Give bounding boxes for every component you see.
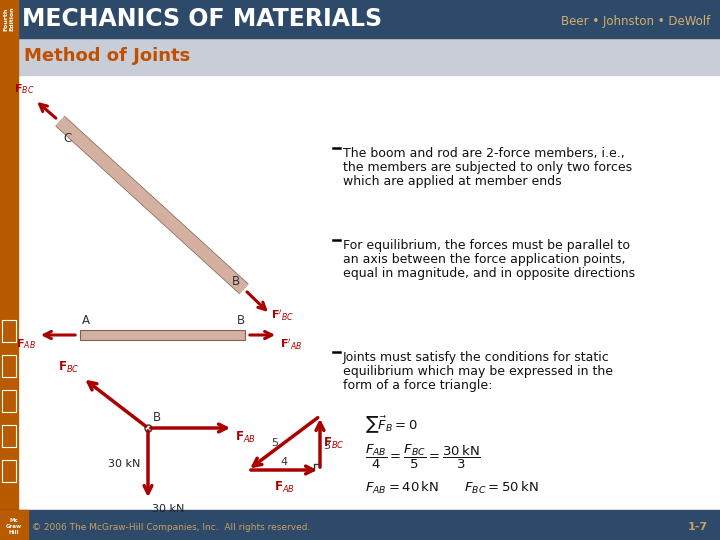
Text: B: B bbox=[237, 314, 245, 327]
Text: $\mathbf{F'}_{AB}$: $\mathbf{F'}_{AB}$ bbox=[280, 337, 302, 352]
Text: $\dfrac{F_{AB}}{4} = \dfrac{F_{BC}}{5} = \dfrac{30\,\mathrm{kN}}{3}$: $\dfrac{F_{AB}}{4} = \dfrac{F_{BC}}{5} =… bbox=[365, 443, 481, 471]
Bar bbox=[0, 38, 18, 75]
Text: form of a force triangle:: form of a force triangle: bbox=[343, 379, 492, 392]
Bar bbox=[2, 320, 16, 342]
Text: Mc: Mc bbox=[9, 518, 19, 523]
Bar bbox=[0, 38, 720, 75]
Text: 4: 4 bbox=[280, 457, 287, 467]
Text: 3: 3 bbox=[323, 441, 330, 451]
Text: $\mathbf{F}_{AB}$: $\mathbf{F}_{AB}$ bbox=[16, 337, 36, 351]
Text: Joints must satisfy the conditions for static: Joints must satisfy the conditions for s… bbox=[343, 351, 610, 364]
Text: $\mathbf{F}_{AB}$: $\mathbf{F}_{AB}$ bbox=[274, 480, 294, 495]
Bar bbox=[0, 0, 18, 38]
Text: $\mathbf{F'}_{BC}$: $\mathbf{F'}_{BC}$ bbox=[271, 308, 294, 323]
Text: $\mathbf{F}_{BC}$: $\mathbf{F}_{BC}$ bbox=[14, 82, 34, 96]
Text: the members are subjected to only two forces: the members are subjected to only two fo… bbox=[343, 161, 632, 174]
Bar bbox=[0, 75, 18, 510]
Text: C: C bbox=[63, 132, 71, 145]
Bar bbox=[0, 510, 28, 540]
Text: B: B bbox=[232, 275, 240, 288]
Text: 30 kN: 30 kN bbox=[152, 504, 184, 514]
Text: Beer • Johnston • DeWolf: Beer • Johnston • DeWolf bbox=[561, 15, 710, 28]
Text: equilibrium which may be expressed in the: equilibrium which may be expressed in th… bbox=[343, 365, 613, 378]
Text: For equilibrium, the forces must be parallel to: For equilibrium, the forces must be para… bbox=[343, 239, 630, 252]
Bar bbox=[2, 460, 16, 482]
Text: an axis between the force application points,: an axis between the force application po… bbox=[343, 253, 626, 266]
Text: $\mathbf{F}_{AB}$: $\mathbf{F}_{AB}$ bbox=[235, 430, 256, 445]
Text: Graw: Graw bbox=[6, 524, 22, 529]
Text: B: B bbox=[153, 411, 161, 424]
Text: The boom and rod are 2-force members, i.e.,: The boom and rod are 2-force members, i.… bbox=[343, 147, 625, 160]
Text: MECHANICS OF MATERIALS: MECHANICS OF MATERIALS bbox=[22, 7, 382, 31]
Text: A: A bbox=[82, 314, 90, 327]
Bar bbox=[0, 0, 720, 38]
Text: Method of Joints: Method of Joints bbox=[24, 47, 190, 65]
Bar bbox=[2, 390, 16, 412]
Text: © 2006 The McGraw-Hill Companies, Inc.  All rights reserved.: © 2006 The McGraw-Hill Companies, Inc. A… bbox=[32, 523, 310, 531]
Bar bbox=[0, 510, 720, 540]
Bar bbox=[2, 355, 16, 377]
Text: equal in magnitude, and in opposite directions: equal in magnitude, and in opposite dire… bbox=[343, 267, 635, 280]
Text: 30 kN: 30 kN bbox=[107, 459, 140, 469]
Text: Hill: Hill bbox=[9, 530, 19, 535]
Text: $\mathbf{F}_{BC}$: $\mathbf{F}_{BC}$ bbox=[58, 360, 80, 375]
Text: which are applied at member ends: which are applied at member ends bbox=[343, 175, 562, 188]
Bar bbox=[80, 330, 245, 340]
Text: 1-7: 1-7 bbox=[688, 522, 708, 532]
Text: $\sum\vec{F}_B = 0$: $\sum\vec{F}_B = 0$ bbox=[365, 415, 418, 436]
Text: $F_{AB} = 40\,\mathrm{kN} \qquad F_{BC} = 50\,\mathrm{kN}$: $F_{AB} = 40\,\mathrm{kN} \qquad F_{BC} … bbox=[365, 480, 539, 496]
Text: Fourth
Edition: Fourth Edition bbox=[4, 6, 14, 31]
Text: $\mathbf{F}_{BC}$: $\mathbf{F}_{BC}$ bbox=[323, 435, 345, 450]
Bar bbox=[2, 425, 16, 447]
Text: 5: 5 bbox=[271, 438, 278, 448]
